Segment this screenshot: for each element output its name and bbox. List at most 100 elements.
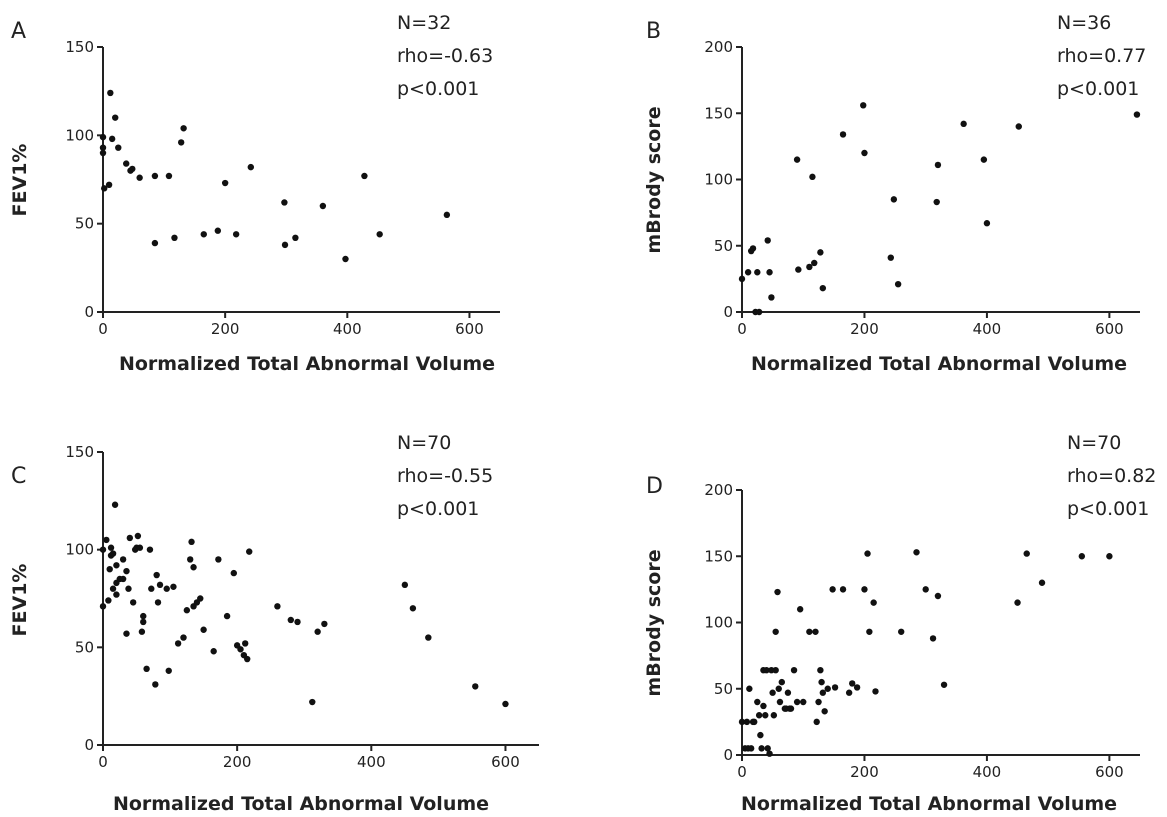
panel-d-data-point bbox=[929, 635, 937, 642]
panel-b-x-tick-label: 0 bbox=[737, 320, 747, 338]
panel-c-data-point bbox=[215, 556, 222, 563]
panel-b-data-point bbox=[755, 308, 763, 316]
panel-d-stat-line: N=70 bbox=[1067, 432, 1121, 454]
panel-d-x-axis-title: Normalized Total Abnormal Volume bbox=[741, 793, 1117, 815]
panel-b-data-point bbox=[795, 266, 802, 273]
panel-b-data-point bbox=[817, 249, 824, 256]
panel-d-data-point bbox=[772, 667, 779, 674]
panel-c-data-point bbox=[502, 700, 509, 708]
panel-a-data-point bbox=[123, 160, 130, 167]
panel-a-data-point bbox=[101, 185, 108, 192]
panel-b-y-tick-label: 150 bbox=[704, 104, 733, 122]
panel-d-y-tick-label: 150 bbox=[704, 547, 733, 565]
panel-c-x-tick-label: 600 bbox=[491, 753, 520, 771]
panel-a-x-tick-label: 600 bbox=[455, 320, 484, 338]
panel-c-data-point bbox=[163, 585, 170, 592]
panel-b-data-point bbox=[754, 269, 761, 276]
panel-b-y-axis-title: mBrody score bbox=[643, 106, 665, 253]
panel-b-data-point bbox=[738, 275, 746, 283]
panel-d-data-point bbox=[861, 586, 868, 593]
panel-c-y-axis-title: FEV1% bbox=[9, 564, 31, 637]
panel-d: 0 50 100 150 200 0 200 400 600 Normalized Total A… bbox=[643, 432, 1156, 815]
panel-a-data-point bbox=[342, 255, 349, 263]
panel-c-x-tick-label: 400 bbox=[357, 753, 386, 771]
panel-d-data-point bbox=[1078, 553, 1086, 560]
panel-c-data-point bbox=[140, 612, 147, 620]
panel-d-data-point bbox=[758, 745, 765, 752]
panel-d-data-point bbox=[845, 689, 853, 696]
panel-c-data-point bbox=[246, 548, 253, 555]
panel-d-data-point bbox=[743, 718, 751, 726]
panel-c-data-point bbox=[113, 562, 120, 569]
panel-b-data-point bbox=[960, 120, 967, 128]
panel-c-data-point bbox=[134, 532, 142, 540]
panel-d-x-tick-label: 600 bbox=[1095, 763, 1124, 781]
panel-b-data-point bbox=[861, 149, 868, 157]
panel-b-data-point bbox=[887, 254, 894, 261]
panel-c: 0 50 100 150 0 200 400 600 Normalized Total Abno… bbox=[9, 432, 539, 815]
panel-c-letter: C bbox=[11, 464, 26, 489]
panel-b-stat-line: rho=0.77 bbox=[1057, 45, 1146, 67]
panel-b-data-point bbox=[809, 173, 816, 181]
panel-c-data-point bbox=[109, 585, 117, 592]
panel-a-data-point bbox=[99, 133, 107, 141]
panel-c-data-point bbox=[152, 681, 159, 688]
panel-d-data-point bbox=[1038, 579, 1046, 586]
panel-b-data-point bbox=[890, 196, 898, 203]
panel-d-data-point bbox=[1023, 550, 1030, 557]
panel-d-y-tick-label: 0 bbox=[723, 746, 733, 764]
panel-c-data-point bbox=[156, 581, 164, 589]
panel-c-data-point bbox=[138, 628, 146, 635]
panel-a-data-point bbox=[376, 231, 383, 238]
panel-c-data-point bbox=[165, 667, 172, 674]
panel-d-x-tick-label: 200 bbox=[850, 763, 879, 781]
panel-c-data-point bbox=[188, 538, 195, 546]
panel-a-stat-line: rho=-0.63 bbox=[397, 45, 493, 67]
panel-c-data-point bbox=[242, 640, 249, 647]
panel-d-data-point bbox=[819, 689, 827, 696]
panel-c-data-point bbox=[170, 583, 177, 590]
panel-b-x-tick-label: 200 bbox=[850, 320, 879, 338]
panel-c-data-point bbox=[190, 564, 197, 571]
panel-a-data-point bbox=[99, 144, 107, 151]
panel-c-data-point bbox=[143, 665, 150, 673]
panel-c-data-point bbox=[409, 605, 417, 612]
panel-c-data-point bbox=[154, 599, 162, 606]
panel-a-data-point bbox=[361, 172, 368, 180]
panel-a-data-point bbox=[232, 231, 240, 238]
panel-c-data-point bbox=[119, 575, 127, 583]
panel-b-data-point bbox=[764, 237, 771, 244]
panel-d-data-point bbox=[775, 685, 782, 692]
panel-d-data-point bbox=[800, 698, 807, 706]
panel-b-x-axis-title: Normalized Total Abnormal Volume bbox=[751, 353, 1127, 375]
panel-d-stat-line: p<0.001 bbox=[1067, 498, 1149, 520]
panel-c-y-tick-label: 100 bbox=[65, 541, 94, 559]
panel-c-data-point bbox=[129, 599, 137, 606]
panel-c-data-point bbox=[230, 569, 237, 577]
panel-d-data-point bbox=[776, 698, 784, 706]
panel-a-data-point bbox=[177, 139, 185, 146]
panel-d-data-point bbox=[829, 586, 836, 593]
panel-b-data-point bbox=[793, 156, 801, 163]
panel-d-data-point bbox=[839, 586, 847, 593]
panel-d-data-point bbox=[769, 689, 776, 696]
panel-b-x-tick-label: 600 bbox=[1095, 320, 1124, 338]
panel-c-data-point bbox=[425, 634, 432, 641]
panel-a-data-point bbox=[221, 179, 229, 187]
panel-d-y-axis-title: mBrody score bbox=[643, 549, 665, 696]
panel-c-x-tick-label: 0 bbox=[98, 753, 108, 771]
panel-c-data-point bbox=[309, 698, 316, 706]
panel-d-data-point bbox=[864, 550, 871, 557]
panel-d-data-point bbox=[934, 592, 942, 600]
panel-b-data-point bbox=[1133, 111, 1141, 118]
panel-b-stat-line: N=36 bbox=[1057, 12, 1111, 34]
panel-a-data-point bbox=[292, 234, 299, 241]
panel-b-data-point bbox=[819, 284, 827, 292]
panel-a-y-axis-title: FEV1% bbox=[9, 144, 31, 217]
panel-b-data-point bbox=[768, 294, 775, 301]
panel-a-data-point bbox=[129, 165, 136, 173]
panel-a-data-point bbox=[180, 125, 187, 132]
panel-c-data-point bbox=[111, 501, 119, 508]
panel-c-data-point bbox=[136, 544, 144, 551]
